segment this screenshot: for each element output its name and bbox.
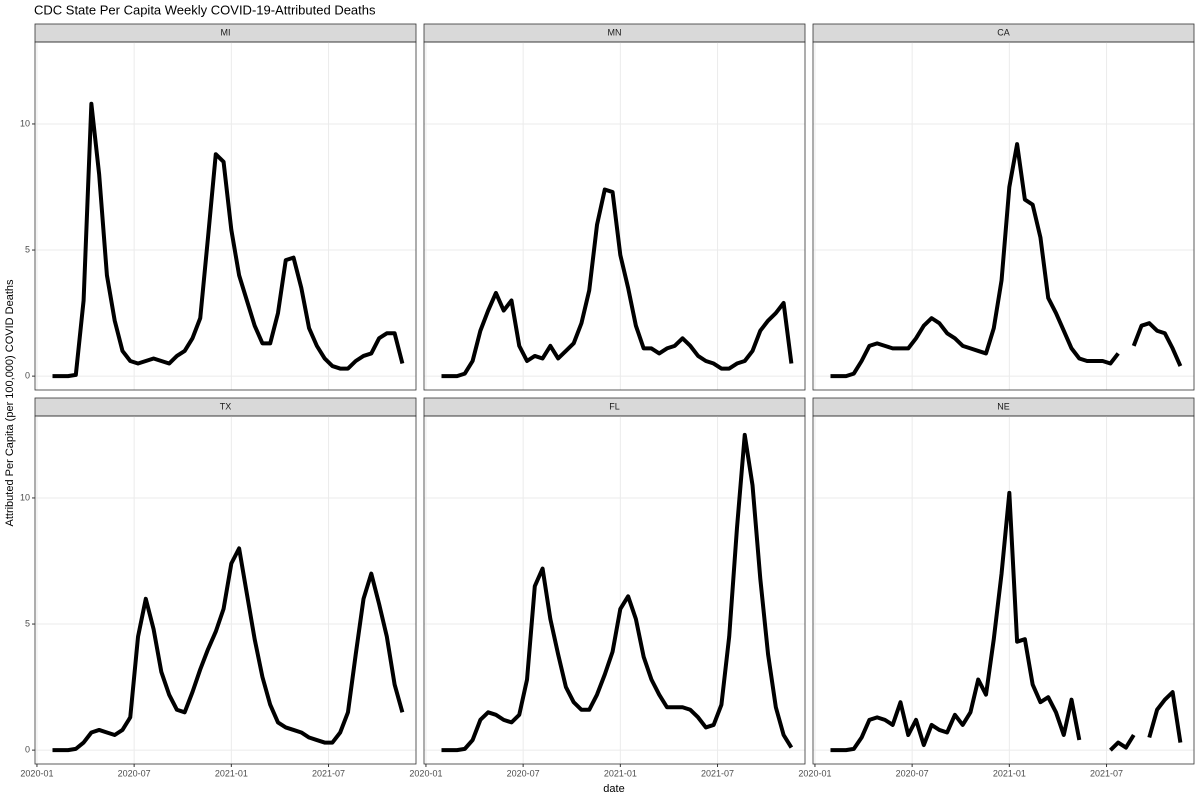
panel-label: MI bbox=[221, 27, 231, 37]
data-line bbox=[52, 101, 405, 379]
x-tick-label: 2021-01 bbox=[215, 768, 248, 778]
y-tick-label: 0 bbox=[25, 745, 30, 755]
x-axis-label: date bbox=[603, 783, 624, 795]
panel-label: MN bbox=[608, 27, 622, 37]
data-line bbox=[441, 187, 794, 379]
x-tick-label: 2020-01 bbox=[20, 768, 53, 778]
x-tick-label: 2020-01 bbox=[798, 768, 831, 778]
panel-border bbox=[34, 41, 417, 391]
panel-border bbox=[423, 415, 806, 765]
y-tick-label: 5 bbox=[25, 244, 30, 254]
panel-border bbox=[812, 41, 1195, 391]
x-tick-label: 2020-01 bbox=[409, 768, 442, 778]
y-tick-label: 10 bbox=[20, 492, 30, 502]
x-tick-label: 2020-07 bbox=[507, 768, 540, 778]
x-tick-label: 2021-07 bbox=[701, 768, 734, 778]
y-tick-label: 5 bbox=[25, 618, 30, 628]
data-line bbox=[52, 546, 405, 753]
x-tick-label: 2021-01 bbox=[993, 768, 1026, 778]
data-line bbox=[830, 142, 1183, 379]
panel-label: FL bbox=[609, 401, 620, 411]
data-line bbox=[441, 432, 794, 753]
y-tick-label: 10 bbox=[20, 118, 30, 128]
y-tick-label: 0 bbox=[25, 371, 30, 381]
chart-title: CDC State Per Capita Weekly COVID-19-Att… bbox=[34, 2, 376, 17]
panel-label: CA bbox=[997, 27, 1010, 37]
panel-label: NE bbox=[997, 401, 1010, 411]
x-tick-label: 2021-07 bbox=[1090, 768, 1123, 778]
data-line bbox=[830, 490, 1183, 753]
x-tick-label: 2020-07 bbox=[896, 768, 929, 778]
panel-border bbox=[812, 415, 1195, 765]
x-tick-label: 2021-01 bbox=[604, 768, 637, 778]
x-tick-label: 2021-07 bbox=[312, 768, 345, 778]
panel-border bbox=[423, 41, 806, 391]
y-axis-label: Attributed Per Capita (per 100,000) COVI… bbox=[4, 279, 16, 527]
panel-label: TX bbox=[220, 401, 232, 411]
panel-border bbox=[34, 415, 417, 765]
x-tick-label: 2020-07 bbox=[118, 768, 151, 778]
